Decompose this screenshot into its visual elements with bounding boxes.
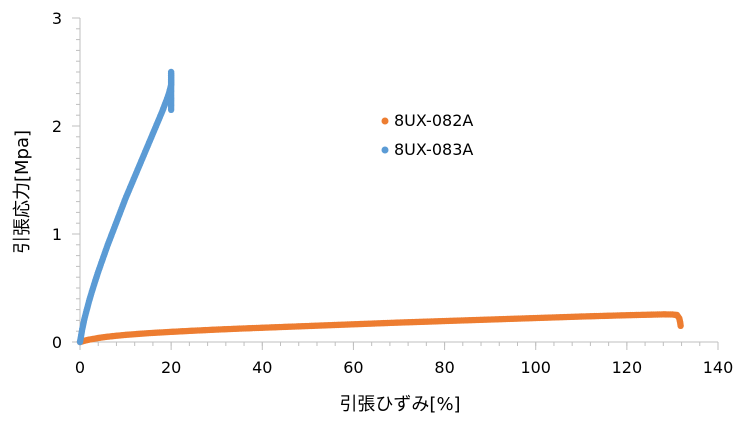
y-axis-title: 引張応力[Mpa] (12, 130, 33, 254)
legend-marker (381, 117, 389, 125)
x-tick-label: 0 (75, 358, 85, 377)
legend-item: 8UX-083A (381, 140, 473, 159)
data-point (167, 106, 175, 114)
x-tick-label: 40 (252, 358, 272, 377)
tick-label-layer: 0 20 40 60 80 100 120 140 0 1 2 3 (52, 9, 733, 377)
legend: 8UX-082A 8UX-083A (381, 111, 473, 159)
data-point (677, 322, 684, 329)
x-axis-title: 引張ひずみ[%] (339, 394, 460, 415)
legend-label: 8UX-083A (394, 140, 473, 159)
x-tick-label: 140 (703, 358, 734, 377)
x-tick-label: 80 (434, 358, 454, 377)
legend-label: 8UX-082A (394, 111, 473, 130)
y-tick-label: 0 (52, 333, 62, 352)
y-tick-label: 3 (52, 9, 62, 28)
legend-item: 8UX-082A (381, 111, 473, 130)
legend-marker (381, 146, 389, 154)
series-1 (76, 311, 684, 346)
x-tick-label: 20 (161, 358, 181, 377)
y-tick-label: 2 (52, 117, 62, 136)
axes-layer (72, 17, 719, 350)
x-tick-label: 100 (520, 358, 551, 377)
y-tick-label: 1 (52, 225, 62, 244)
x-tick-label: 60 (343, 358, 363, 377)
series-layer (76, 68, 684, 346)
x-tick-label: 120 (612, 358, 643, 377)
series-2 (76, 68, 175, 346)
